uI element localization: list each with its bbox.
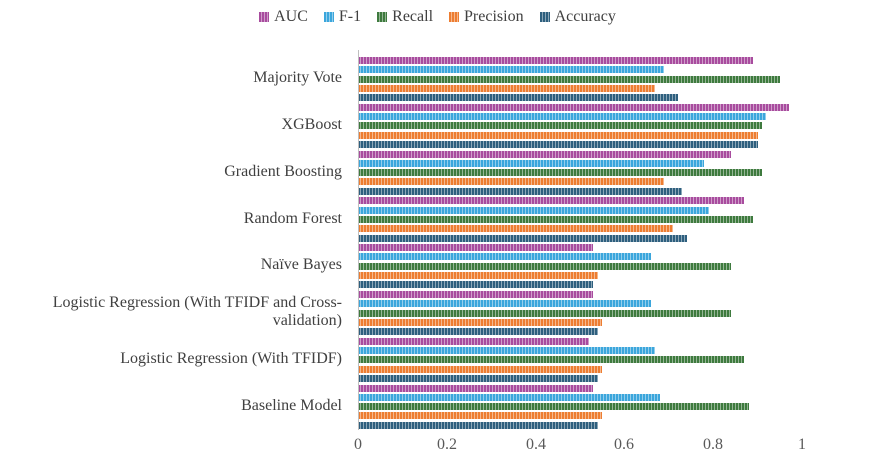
bar-auc bbox=[358, 103, 789, 111]
bar-accuracy bbox=[358, 328, 598, 336]
legend-item-f-1: F-1 bbox=[323, 8, 362, 26]
bar-recall bbox=[358, 122, 762, 130]
bar-recall bbox=[358, 356, 744, 364]
legend-swatch-recall bbox=[377, 12, 388, 22]
bar-precision bbox=[358, 272, 598, 280]
bar-group-random-forest bbox=[358, 195, 868, 242]
bar-recall bbox=[358, 215, 753, 223]
bar-recall bbox=[358, 262, 731, 270]
category-label: Naïve Bayes bbox=[260, 256, 342, 274]
bar-recall bbox=[358, 75, 780, 83]
bar-group-na-ve-bayes bbox=[358, 242, 868, 289]
bar-precision bbox=[358, 318, 602, 326]
bar-group-logistic-regression-with-tfidf-and-cross-validation bbox=[358, 289, 868, 336]
bar-group-logistic-regression-with-tfidf bbox=[358, 336, 868, 383]
bar-precision bbox=[358, 178, 664, 186]
bar-auc bbox=[358, 384, 593, 392]
x-tick-label: 0 bbox=[354, 436, 362, 453]
legend-swatch-f-1 bbox=[323, 12, 334, 22]
legend-item-recall: Recall bbox=[377, 8, 433, 26]
category-label: XGBoost bbox=[281, 116, 342, 133]
bar-recall bbox=[358, 403, 749, 411]
legend-swatch-accuracy bbox=[539, 12, 550, 22]
legend-swatch-precision bbox=[449, 12, 460, 22]
bar-precision bbox=[358, 131, 758, 139]
x-axis-labels: 0 0.2 0.4 0.6 0.8 1 bbox=[354, 436, 868, 458]
legend-item-precision: Precision bbox=[449, 8, 524, 26]
bar-f-1 bbox=[358, 300, 651, 308]
bar-auc bbox=[358, 57, 753, 64]
bar-f-1 bbox=[358, 347, 655, 355]
x-tick-label: 0.8 bbox=[703, 436, 723, 453]
bar-precision bbox=[358, 412, 602, 420]
category-label: Random Forest bbox=[243, 209, 342, 227]
bar-recall bbox=[358, 169, 762, 177]
bar-group-gradient-boosting bbox=[358, 149, 868, 196]
x-tick-label: 1 bbox=[798, 436, 806, 453]
bar-group-xgboost bbox=[358, 102, 868, 149]
chart-legend: AUC F-1 Recall Precision Accuracy bbox=[0, 8, 875, 26]
legend-item-auc: AUC bbox=[259, 8, 308, 26]
x-tick-label: 0.4 bbox=[526, 436, 546, 453]
legend-label: AUC bbox=[274, 8, 308, 25]
bar-precision bbox=[358, 365, 602, 373]
bar-f-1 bbox=[358, 113, 766, 121]
bar-accuracy bbox=[358, 281, 593, 289]
bar-accuracy bbox=[358, 94, 678, 102]
bar-f-1 bbox=[358, 206, 709, 214]
bar-accuracy bbox=[358, 421, 598, 429]
bar-f-1 bbox=[358, 66, 664, 74]
bar-accuracy bbox=[358, 140, 758, 148]
bar-f-1 bbox=[358, 393, 660, 401]
legend-label: Precision bbox=[464, 8, 524, 25]
legend-label: Recall bbox=[392, 8, 434, 25]
bar-accuracy bbox=[358, 374, 598, 382]
bar-auc bbox=[358, 290, 593, 298]
plot-area: 0 0.2 0.4 0.6 0.8 1 bbox=[354, 50, 868, 458]
bars-container bbox=[358, 55, 868, 429]
bar-auc bbox=[358, 197, 744, 205]
bar-precision bbox=[358, 225, 673, 233]
category-label: Gradient Boosting bbox=[224, 162, 342, 180]
category-labels: Majority Vote XGBoost Gradient Boosting Ran… bbox=[0, 55, 350, 429]
category-label: Logistic Regression (With TFIDF and Cros… bbox=[52, 293, 342, 330]
bar-group-baseline-model bbox=[358, 383, 868, 430]
category-label: Majority Vote bbox=[253, 69, 342, 87]
bar-auc bbox=[358, 244, 593, 252]
bar-recall bbox=[358, 309, 731, 317]
legend-swatch-auc bbox=[259, 12, 270, 22]
legend-label: Accuracy bbox=[554, 8, 616, 25]
category-label: Baseline Model bbox=[241, 396, 342, 414]
legend-label: F-1 bbox=[338, 8, 362, 25]
bar-auc bbox=[358, 337, 589, 345]
legend-item-accuracy: Accuracy bbox=[539, 8, 616, 26]
category-label: Logistic Regression (With TFIDF) bbox=[120, 349, 342, 367]
x-tick-label: 0.6 bbox=[614, 436, 634, 453]
bar-f-1 bbox=[358, 159, 704, 167]
bar-accuracy bbox=[358, 187, 682, 195]
bar-accuracy bbox=[358, 234, 687, 242]
x-tick-label: 0.2 bbox=[437, 436, 457, 453]
y-axis-line bbox=[358, 50, 359, 430]
bar-precision bbox=[358, 84, 655, 92]
bar-auc bbox=[358, 150, 731, 158]
bar-f-1 bbox=[358, 253, 651, 261]
bar-group-majority-vote bbox=[358, 55, 868, 102]
